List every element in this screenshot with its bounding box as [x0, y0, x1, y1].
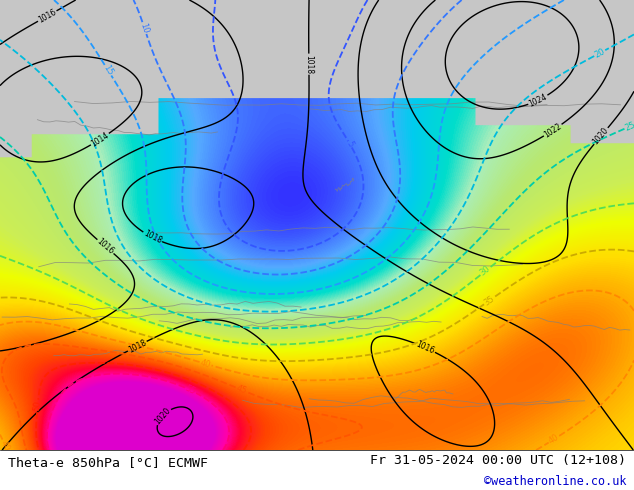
Text: 20: 20 [593, 47, 607, 60]
Text: 40: 40 [199, 358, 212, 369]
Text: 1022: 1022 [542, 122, 564, 139]
Text: 1016: 1016 [37, 7, 58, 24]
Text: ©weatheronline.co.uk: ©weatheronline.co.uk [484, 475, 626, 488]
Text: 1020: 1020 [592, 126, 611, 146]
Text: 5: 5 [345, 140, 355, 149]
Text: 45: 45 [235, 384, 248, 396]
Text: 1018: 1018 [127, 338, 148, 354]
Text: 1014: 1014 [89, 130, 110, 148]
Text: 30: 30 [479, 264, 493, 278]
Text: 1018: 1018 [304, 54, 313, 74]
Text: 1020: 1020 [153, 406, 172, 426]
Text: 1024: 1024 [527, 92, 548, 108]
Text: 55: 55 [184, 384, 197, 396]
Text: 15: 15 [101, 63, 115, 77]
Text: Fr 31-05-2024 00:00 UTC (12+108): Fr 31-05-2024 00:00 UTC (12+108) [370, 454, 626, 466]
Text: 50: 50 [33, 400, 42, 412]
Text: Theta-e 850hPa [°C] ECMWF: Theta-e 850hPa [°C] ECMWF [8, 456, 207, 469]
Text: 25: 25 [624, 120, 634, 132]
Text: 35: 35 [482, 294, 496, 307]
Text: 1016: 1016 [415, 340, 436, 356]
Text: 10: 10 [138, 22, 150, 34]
Text: 40: 40 [547, 433, 561, 446]
Text: 1016: 1016 [95, 237, 115, 256]
Text: 1018: 1018 [142, 229, 163, 245]
Text: 40: 40 [0, 439, 11, 452]
